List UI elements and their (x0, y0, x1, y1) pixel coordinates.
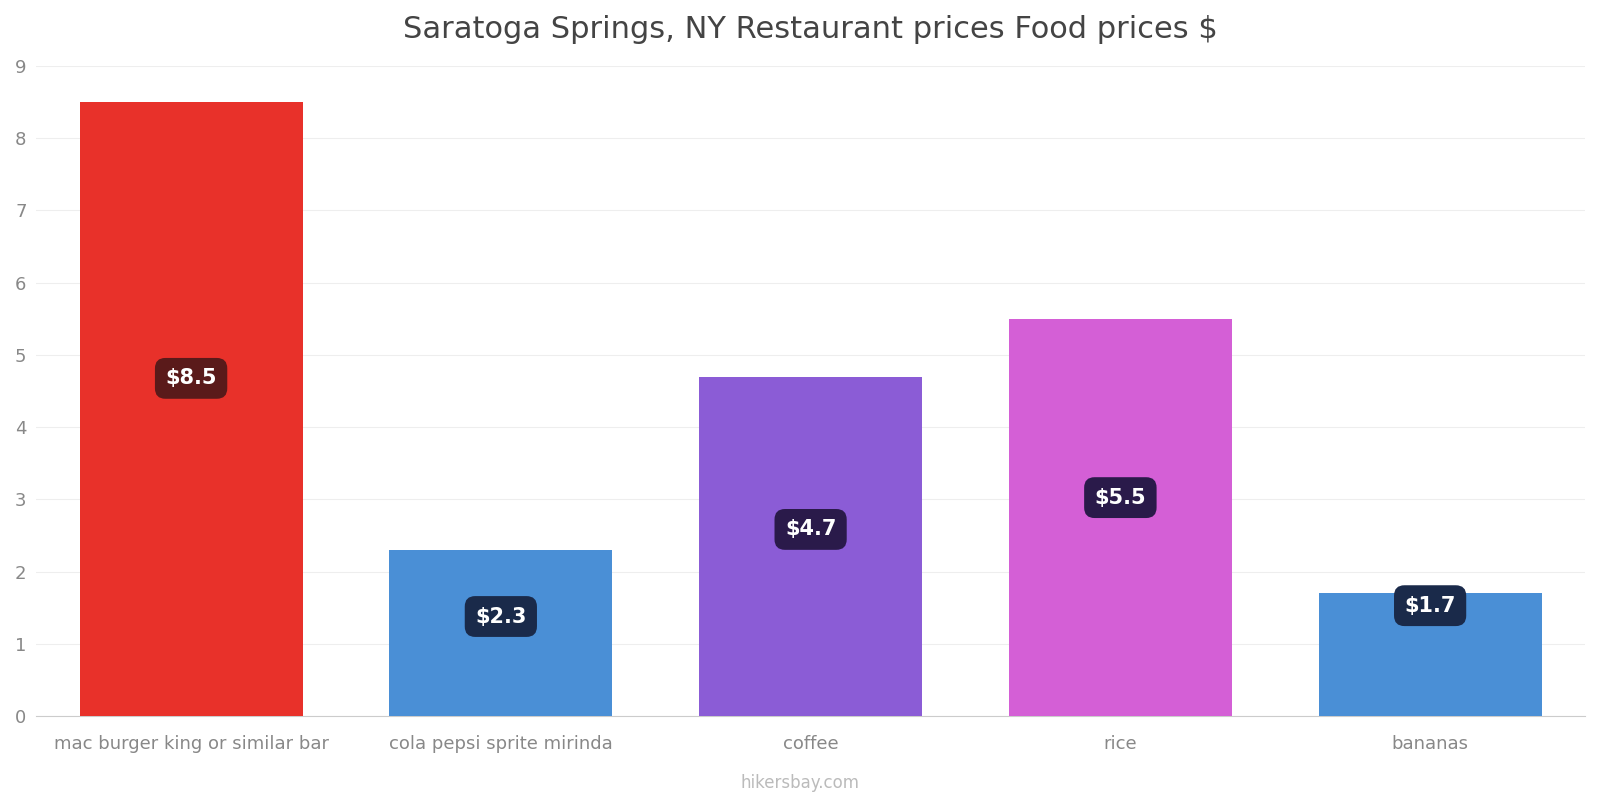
Text: $8.5: $8.5 (165, 368, 218, 388)
Title: Saratoga Springs, NY Restaurant prices Food prices $: Saratoga Springs, NY Restaurant prices F… (403, 15, 1218, 44)
Text: hikersbay.com: hikersbay.com (741, 774, 859, 792)
Text: $5.5: $5.5 (1094, 488, 1146, 508)
Bar (389, 550, 613, 716)
Bar (699, 377, 922, 716)
Text: $4.7: $4.7 (786, 519, 837, 539)
Text: $1.7: $1.7 (1405, 596, 1456, 616)
Bar (1010, 318, 1232, 716)
Bar (1318, 594, 1542, 716)
Bar (80, 102, 302, 716)
Text: $2.3: $2.3 (475, 606, 526, 626)
